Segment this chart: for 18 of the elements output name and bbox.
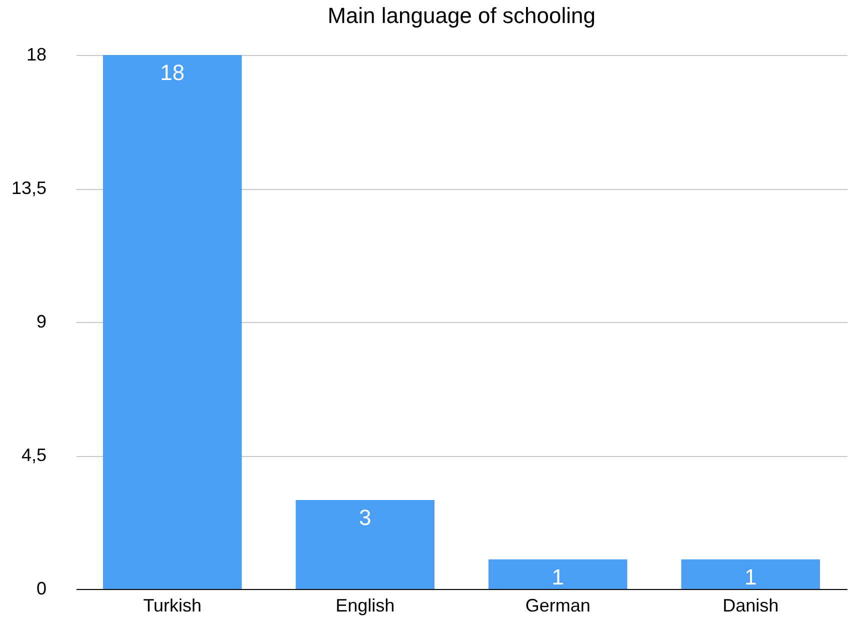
- data-label: 18: [160, 60, 185, 85]
- y-tick-label: 18: [26, 44, 46, 64]
- y-tick-label: 9: [36, 312, 46, 332]
- x-tick-label: German: [525, 596, 590, 616]
- bar: [102, 55, 242, 589]
- y-tick-label: 4,5: [21, 445, 46, 465]
- bar: [681, 559, 820, 589]
- x-tick-label: Danish: [722, 596, 779, 616]
- x-tick-label: English: [336, 596, 395, 616]
- data-label: 3: [359, 505, 372, 530]
- data-label: 1: [552, 564, 564, 590]
- chart-title: Main language of schooling: [328, 3, 596, 28]
- bar: [296, 500, 435, 589]
- y-tick-label: 13,5: [11, 178, 46, 198]
- data-label: 1: [744, 564, 757, 590]
- y-tick-label: 0: [36, 578, 46, 598]
- x-tick-label: Turkish: [143, 596, 202, 616]
- bar: [488, 559, 628, 589]
